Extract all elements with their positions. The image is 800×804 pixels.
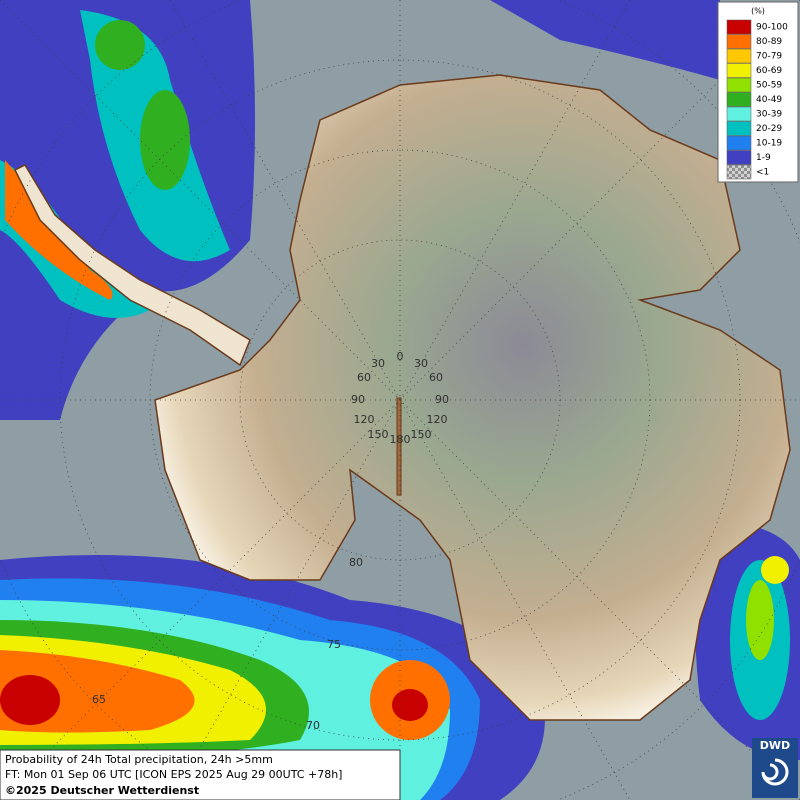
longitude-label: 120 (354, 413, 375, 426)
legend-label: 90-100 (756, 23, 788, 33)
longitude-label: 150 (411, 428, 432, 441)
longitude-label: 90 (351, 393, 365, 406)
legend-swatch (726, 164, 752, 180)
info-line: Probability of 24h Total precipitation, … (5, 753, 273, 766)
longitude-label: 150 (368, 428, 389, 441)
legend-label: 20-29 (756, 124, 782, 134)
legend-label: 70-79 (756, 52, 782, 62)
longitude-label: 60 (429, 371, 443, 384)
legend-label: 80-89 (756, 37, 782, 47)
logo: DWD (752, 738, 798, 798)
legend-swatch (726, 135, 752, 151)
latitude-label: 75 (327, 638, 341, 651)
logo-text: DWD (760, 739, 790, 752)
legend-swatch (726, 19, 752, 35)
latitude-label: 80 (349, 556, 363, 569)
logo-swirl (761, 758, 789, 786)
longitude-label: 90 (435, 393, 449, 406)
legend-swatch (726, 121, 752, 136)
legend: (%) 90-100 80-89 70-79 60-69 50-59 40-49 30-39… (717, 1, 799, 183)
legend-title: (%) (751, 7, 765, 16)
latitude-label: 65 (92, 693, 106, 706)
legend-swatch (726, 48, 752, 64)
longitude-label: 60 (357, 371, 371, 384)
info-box: Probability of 24h Total precipitation, … (0, 749, 401, 801)
legend-label: 10-19 (756, 139, 782, 149)
longitude-label: 30 (371, 357, 385, 370)
legend-label: 60-69 (756, 66, 782, 76)
legend-swatch (726, 92, 752, 107)
legend-label: 1-9 (756, 153, 771, 163)
legend-label: 50-59 (756, 81, 782, 91)
legend-swatch (726, 150, 752, 165)
pole-marker (396, 397, 402, 496)
legend-swatch (726, 106, 752, 122)
legend-swatch (726, 63, 752, 78)
legend-label: 40-49 (756, 95, 782, 105)
info-bg (0, 749, 401, 801)
latitude-label: 70 (306, 719, 320, 732)
longitude-label: 30 (414, 357, 428, 370)
longitude-label: 180 (390, 433, 411, 446)
legend-swatch (726, 77, 752, 93)
longitude-label: 120 (427, 413, 448, 426)
info-line: FT: Mon 01 Sep 06 UTC [ICON EPS 2025 Aug… (5, 768, 342, 781)
legend-label: <1 (756, 168, 769, 178)
antarctica (154, 74, 791, 721)
peninsula (13, 164, 251, 367)
longitude-label: 0 (397, 350, 404, 363)
info-line: ©2025 Deutscher Wetterdienst (5, 784, 199, 797)
legend-label: 30-39 (756, 110, 782, 120)
legend-swatch (726, 34, 752, 49)
